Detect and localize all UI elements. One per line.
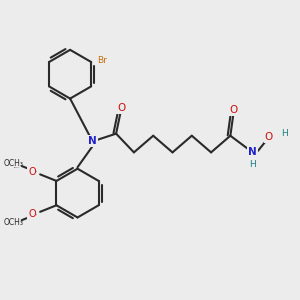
Text: O: O	[265, 132, 273, 142]
Text: H: H	[249, 160, 256, 169]
Text: OCH₃: OCH₃	[4, 160, 24, 169]
Text: OCH₃: OCH₃	[4, 218, 24, 227]
Text: methoxy: methoxy	[14, 167, 20, 168]
Text: O: O	[230, 105, 238, 115]
Text: O: O	[28, 167, 36, 177]
Text: Br: Br	[97, 56, 106, 65]
Text: O: O	[117, 103, 125, 113]
Text: N: N	[248, 147, 257, 158]
Text: H: H	[281, 129, 288, 138]
Text: N: N	[88, 136, 97, 146]
Text: O: O	[28, 209, 36, 219]
